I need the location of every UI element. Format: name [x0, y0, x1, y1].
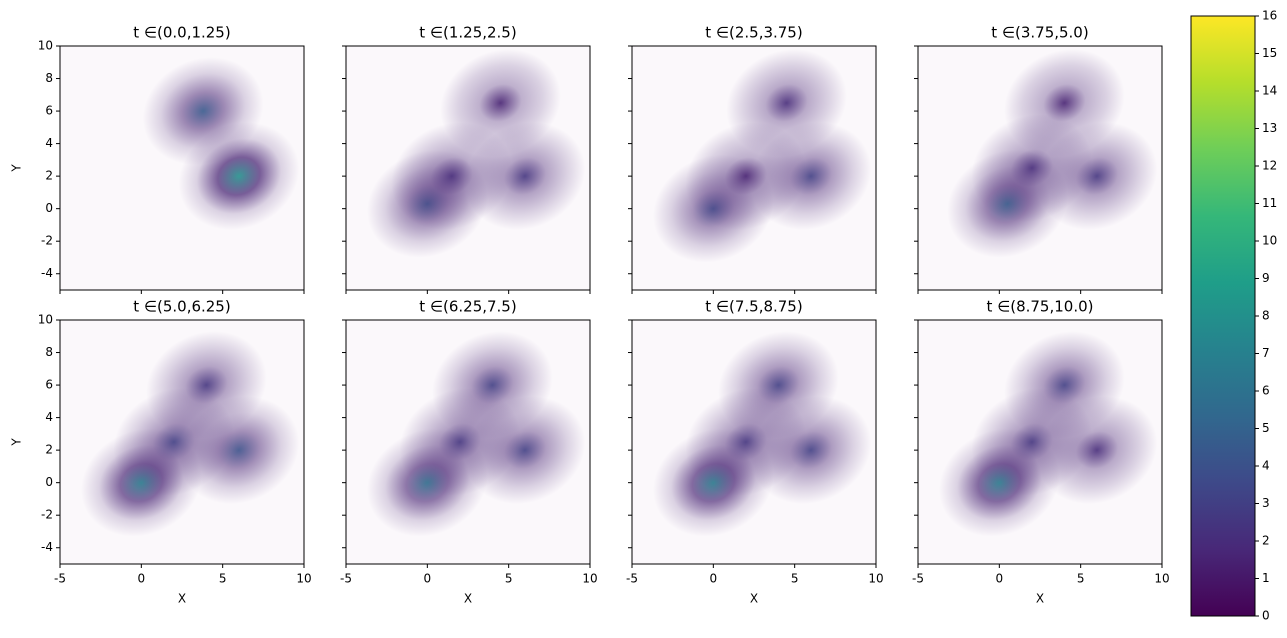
density-blob: [685, 122, 807, 231]
x-tick-label: -5: [912, 572, 924, 586]
density-blob: [391, 122, 513, 231]
colorbar-tick-label: 16: [1262, 9, 1277, 23]
density-blob: [685, 388, 807, 496]
x-tick-label: -5: [340, 572, 352, 586]
colorbar-tick-label: 13: [1262, 121, 1277, 135]
y-tick-label: 4: [45, 410, 53, 424]
density-blob: [971, 388, 1093, 496]
x-tick-label: 0: [710, 572, 718, 586]
x-tick-label: -5: [626, 572, 638, 586]
y-tick-label: 0: [45, 201, 53, 215]
colorbar-tick-label: 3: [1262, 496, 1270, 510]
y-tick-label: -4: [41, 540, 53, 554]
panel-title: t ∈(1.25,2.5): [419, 24, 516, 42]
panel-title: t ∈(5.0,6.25): [133, 298, 230, 316]
density-blob: [971, 114, 1093, 222]
x-tick-label: 5: [791, 572, 799, 586]
y-axis-label: Y: [10, 438, 24, 447]
colorbar-tick-label: 10: [1262, 234, 1277, 248]
x-tick-label: 0: [424, 572, 432, 586]
y-tick-label: 6: [45, 104, 53, 118]
x-tick-label: 10: [296, 572, 311, 586]
axes-frame: [631, 45, 877, 291]
y-tick-label: 2: [45, 169, 53, 183]
heatmap: [918, 320, 1162, 564]
panel-title: t ∈(0.0,1.25): [133, 24, 230, 42]
axes-frame: [59, 45, 305, 291]
heatmap: [60, 320, 304, 564]
axes-frame: [917, 319, 1163, 565]
axes-frame: [59, 319, 305, 565]
x-tick-label: 5: [505, 572, 513, 586]
colorbar-tick-label: 7: [1262, 346, 1270, 360]
colorbar-tick-label: 11: [1262, 196, 1277, 210]
axes-frame: [345, 45, 591, 291]
panel-title: t ∈(2.5,3.75): [705, 24, 802, 42]
y-tick-label: 8: [45, 345, 53, 359]
axes-frame: [631, 319, 877, 565]
y-tick-label: 10: [38, 313, 53, 327]
colorbar-tick-label: 0: [1262, 609, 1270, 623]
colorbar-tick-label: 15: [1262, 46, 1277, 60]
heatmap: [918, 46, 1162, 290]
density-blob: [399, 388, 521, 496]
panel-title: t ∈(8.75,10.0): [987, 298, 1094, 316]
y-tick-label: -4: [41, 266, 53, 280]
colorbar-tick-label: 6: [1262, 384, 1270, 398]
axes-frame: [917, 45, 1163, 291]
density-blob: [178, 122, 300, 231]
y-tick-label: 8: [45, 71, 53, 85]
y-tick-label: -2: [41, 234, 53, 248]
heatmap: [346, 320, 590, 564]
heatmap: [632, 46, 876, 290]
panel-title: t ∈(7.5,8.75): [705, 298, 802, 316]
heatmap: [632, 320, 876, 564]
colorbar-tick-label: 8: [1262, 309, 1270, 323]
colorbar-tick-label: 12: [1262, 159, 1277, 173]
panel-title: t ∈(6.25,7.5): [419, 298, 516, 316]
density-blob: [113, 388, 235, 496]
colorbar-tick-label: 1: [1262, 571, 1270, 585]
x-tick-label: 5: [1077, 572, 1085, 586]
y-axis-label: Y: [10, 164, 24, 173]
x-tick-label: 10: [582, 572, 597, 586]
colorbar-tick-label: 9: [1262, 271, 1270, 285]
colorbar-tick-label: 2: [1262, 534, 1270, 548]
x-axis-label: X: [1036, 592, 1044, 606]
panel-title: t ∈(3.75,5.0): [991, 24, 1088, 42]
y-tick-label: 0: [45, 475, 53, 489]
x-tick-label: 0: [138, 572, 146, 586]
colorbar-tick-label: 5: [1262, 421, 1270, 435]
x-axis-label: X: [178, 592, 186, 606]
y-tick-label: 6: [45, 378, 53, 392]
x-axis-label: X: [750, 592, 758, 606]
colorbar-tick-label: 4: [1262, 459, 1270, 473]
y-tick-label: 10: [38, 39, 53, 53]
colorbar-tick-label: 14: [1262, 84, 1277, 98]
x-tick-label: 10: [868, 572, 883, 586]
heatmap: [60, 46, 304, 290]
x-axis-label: X: [464, 592, 472, 606]
colorbar: [1190, 15, 1256, 617]
x-tick-label: 10: [1154, 572, 1169, 586]
y-tick-label: 2: [45, 443, 53, 457]
y-tick-label: 4: [45, 136, 53, 150]
y-tick-label: -2: [41, 508, 53, 522]
axes-frame: [345, 319, 591, 565]
x-tick-label: 0: [996, 572, 1004, 586]
x-tick-label: -5: [54, 572, 66, 586]
x-tick-label: 5: [219, 572, 227, 586]
heatmap: [346, 46, 590, 290]
